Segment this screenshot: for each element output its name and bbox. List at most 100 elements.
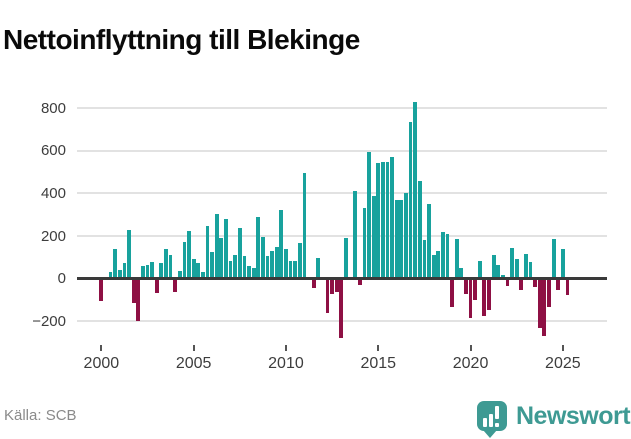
logo-bar-tall <box>489 414 493 427</box>
bar-negative <box>154 280 159 294</box>
bar-positive <box>417 180 422 278</box>
gridline <box>77 235 607 238</box>
bar-negative <box>482 280 487 316</box>
bar-positive <box>514 258 519 278</box>
y-axis-label: 800 <box>40 99 66 117</box>
bar-positive <box>477 260 482 278</box>
bar-negative <box>487 280 491 310</box>
bar-positive <box>200 271 205 278</box>
gridline <box>77 149 607 152</box>
bar-positive <box>150 262 155 278</box>
bar-positive <box>353 190 358 278</box>
bar-positive <box>394 200 399 278</box>
bar-negative <box>519 280 524 290</box>
bar-positive <box>459 267 464 278</box>
bar-positive <box>219 238 224 278</box>
x-axis-label: 2015 <box>360 355 397 372</box>
bar-negative <box>505 280 510 286</box>
bar-positive <box>491 255 496 278</box>
bar-positive <box>127 230 131 278</box>
y-axis-label: −200 <box>32 312 66 330</box>
bar-positive <box>145 264 150 278</box>
bar-positive <box>551 239 556 278</box>
gridline <box>77 192 607 195</box>
bar-negative <box>537 280 542 329</box>
x-axis-label: 2005 <box>175 355 212 372</box>
bar-negative <box>136 280 141 321</box>
bar-positive <box>270 251 275 278</box>
y-axis-label: 200 <box>40 227 66 245</box>
bar-positive <box>177 271 182 278</box>
bar-positive <box>205 226 210 278</box>
y-axis-label: 0 <box>57 270 66 288</box>
x-axis-label: 2025 <box>545 355 581 372</box>
bar-negative <box>473 280 478 300</box>
bar-negative <box>173 280 178 293</box>
bar-positive <box>210 252 215 278</box>
bar-positive <box>302 173 307 278</box>
bar-positive <box>297 243 302 278</box>
bar-positive <box>524 254 528 278</box>
bar-positive <box>168 255 173 278</box>
bar-positive <box>256 216 261 278</box>
bar-negative <box>325 280 330 314</box>
y-axis-label: 600 <box>40 142 66 160</box>
bar-positive <box>159 263 164 278</box>
bar-negative <box>339 280 344 339</box>
bar-positive <box>214 213 219 278</box>
bar-positive <box>182 242 187 278</box>
chart-title: Nettoinflyttning till Blekinge <box>3 23 360 55</box>
bar-positive <box>233 254 238 278</box>
x-axis-tick <box>192 345 195 351</box>
bar-positive <box>385 162 390 278</box>
bar-positive <box>413 101 418 278</box>
bar-negative <box>468 280 473 319</box>
bar-positive <box>362 208 367 278</box>
bar-positive <box>440 232 445 278</box>
x-axis-label: 2010 <box>268 355 304 372</box>
bar-positive <box>367 152 371 278</box>
bar-negative <box>556 280 561 290</box>
newsworthy-logo-icon <box>477 401 507 431</box>
gridline <box>77 107 607 110</box>
x-axis-zero-line <box>77 277 607 281</box>
bar-positive <box>196 262 201 278</box>
bar-positive <box>496 265 501 278</box>
logo-bar-small <box>483 418 487 427</box>
source-label: Källa: SCB <box>4 407 77 424</box>
logo-exclamation-dot <box>495 423 499 427</box>
bar-positive <box>390 157 394 278</box>
y-axis-label: 400 <box>40 184 66 202</box>
bar-negative <box>565 280 570 295</box>
bar-positive <box>399 200 404 278</box>
bar-positive <box>247 265 251 278</box>
bar-positive <box>510 247 514 278</box>
newsworthy-brand[interactable]: Newsworthy <box>477 401 631 438</box>
bar-negative <box>330 280 334 294</box>
bar-positive <box>260 237 265 278</box>
bar-negative <box>450 280 454 308</box>
bar-positive <box>140 265 145 278</box>
logo-exclamation-stem <box>495 406 499 419</box>
bar-positive <box>344 238 348 278</box>
x-axis-tick <box>100 345 103 351</box>
bar-positive <box>288 261 293 278</box>
bar-positive <box>427 204 431 278</box>
bar-positive <box>408 122 413 278</box>
x-axis-tick <box>561 345 564 351</box>
bar-positive <box>293 260 298 278</box>
bar-positive <box>265 255 270 278</box>
bar-positive <box>242 255 247 278</box>
bar-positive <box>113 249 118 278</box>
bar-positive <box>117 269 122 278</box>
x-axis-tick <box>469 345 472 351</box>
bar-negative <box>334 280 339 292</box>
bar-positive <box>431 255 436 278</box>
bar-negative <box>99 280 104 301</box>
bar-positive <box>371 195 376 278</box>
bar-negative <box>311 280 316 288</box>
x-axis-label: 2000 <box>83 355 120 372</box>
bar-positive <box>380 162 385 278</box>
bar-positive <box>316 258 321 278</box>
bar-positive <box>422 239 427 278</box>
